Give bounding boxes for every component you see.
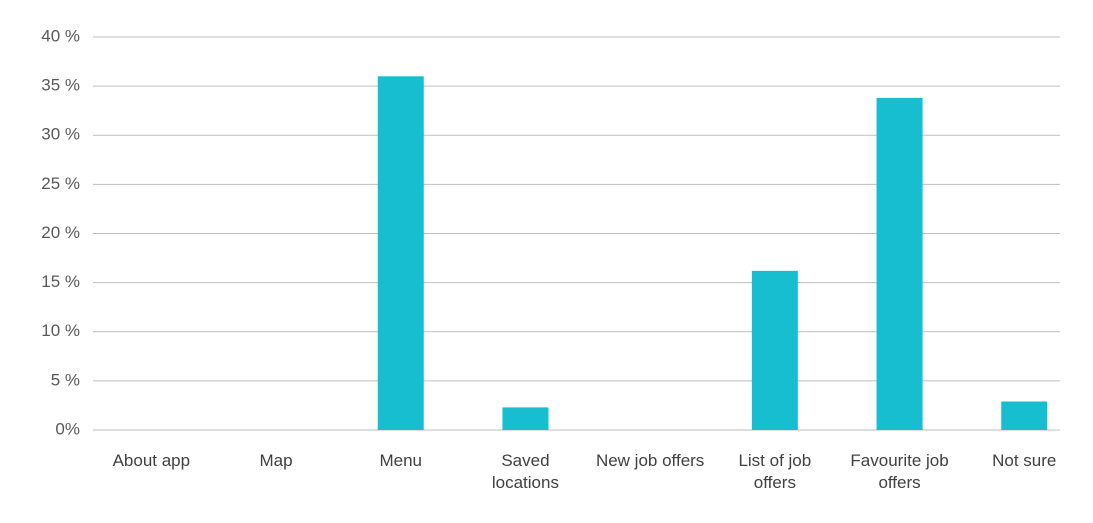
bar — [751, 270, 798, 430]
y-tick-label: 30 % — [41, 125, 80, 144]
y-tick-label: 40 % — [41, 26, 80, 45]
y-tick-label: 5 % — [51, 370, 80, 389]
x-tick-label: Saved locations — [491, 451, 559, 492]
y-tick-label: 25 % — [41, 174, 80, 193]
x-tick-label: Menu — [379, 451, 423, 470]
bar — [876, 97, 923, 430]
x-tick-label: Map — [259, 451, 293, 470]
y-tick-label: 10 % — [41, 321, 80, 340]
x-tick-label: New job offers — [595, 451, 705, 470]
bar — [502, 407, 549, 430]
x-tick-label: List of job offers — [738, 451, 812, 492]
y-tick-label: 15 % — [41, 272, 80, 291]
y-tick-label: 0% — [55, 419, 80, 438]
y-tick-label: 35 % — [41, 76, 80, 95]
x-tick-label: Favourite job offers — [850, 451, 949, 492]
bar — [377, 76, 424, 431]
x-tick-label: About app — [112, 451, 191, 470]
bar — [1001, 401, 1048, 430]
y-tick-label: 20 % — [41, 223, 80, 242]
x-tick-label: Not sure — [992, 451, 1057, 470]
